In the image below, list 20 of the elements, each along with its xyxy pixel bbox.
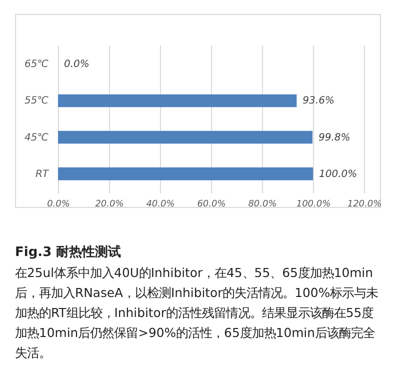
- bar: [58, 130, 312, 144]
- x-tick-label: 120.0%: [347, 200, 382, 210]
- x-tick-label: 20.0%: [95, 200, 124, 210]
- y-tick-label: RT: [35, 168, 50, 180]
- y-tick-label: 45℃: [24, 132, 50, 144]
- bar: [58, 94, 297, 108]
- bar: [58, 167, 313, 180]
- y-tick-label: 55℃: [24, 96, 50, 107]
- y-tick-label: 65℃: [24, 59, 50, 70]
- text: 在25ul体系中加入40U的Inhibitor，在45、55、65度加热10min后，再加入RNaseA，以检测Inhibitor的失活情况。100%标示与未加热的RT组比较，Inhibitor的活性残留情况。结果显示该酶在55度加热10min后仍然保留>90%的活性，65度加热10min后该酶完全失活。: [15, 264, 380, 362]
- text: Fig.3 耐热性测试: [15, 244, 122, 261]
- data-label: 0.0%: [64, 59, 90, 70]
- data-label: 100.0%: [319, 168, 358, 180]
- data-label: 99.8%: [318, 132, 350, 144]
- x-tick-label: 60.0%: [197, 200, 226, 210]
- x-tick-label: 80.0%: [248, 200, 277, 210]
- x-tick-label: 100.0%: [296, 200, 331, 210]
- x-tick-label: 40.0%: [146, 200, 175, 210]
- x-tick-label: 0.0%: [47, 200, 70, 210]
- data-label: 93.6%: [302, 96, 334, 107]
